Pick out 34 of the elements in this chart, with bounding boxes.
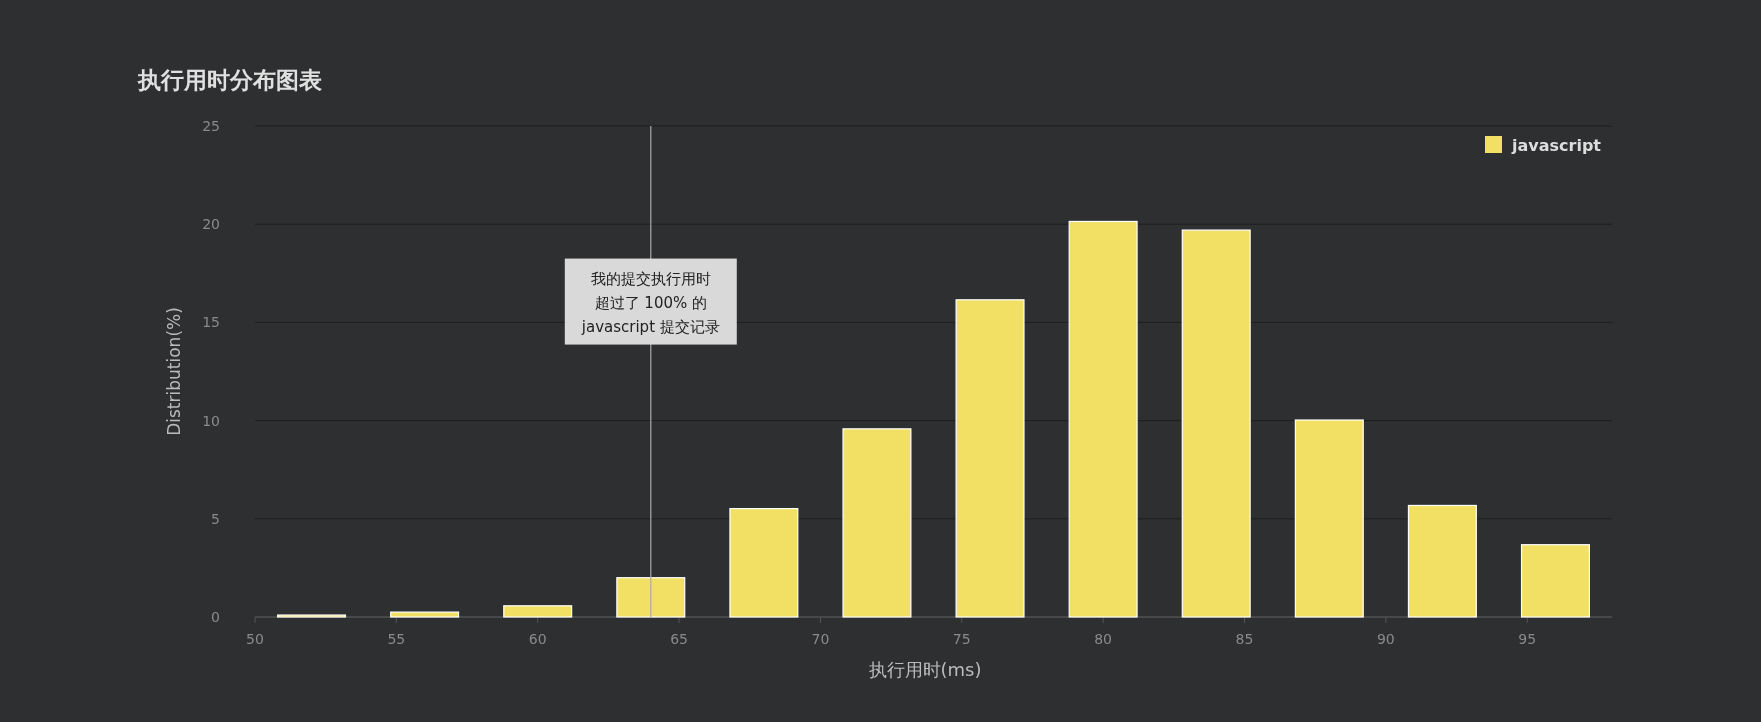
bar	[842, 428, 912, 618]
bar	[1520, 544, 1590, 618]
x-tick-label: 80	[1094, 631, 1113, 647]
x-tick-label: 95	[1518, 631, 1537, 647]
y-tick-label: 5	[211, 510, 220, 527]
y-tick-label: 10	[202, 412, 220, 429]
x-tick-label: 75	[952, 631, 971, 647]
bar	[1294, 419, 1364, 618]
x-tick-label: 65	[670, 631, 688, 647]
y-tick-label: 15	[202, 314, 220, 331]
annotation: 超过了 100% 的	[594, 293, 707, 312]
y-tick-label: 20	[202, 216, 220, 233]
bar	[1181, 229, 1251, 618]
chart-title: 执行用时分布图表	[137, 67, 322, 93]
legend-label: javascript	[1511, 136, 1602, 155]
bar	[1068, 220, 1138, 618]
bar	[729, 507, 799, 618]
x-tick-label: 85	[1235, 631, 1254, 647]
y-tick-label: 0	[211, 609, 220, 625]
x-tick-label: 70	[811, 631, 830, 647]
x-axis-title: 执行用时(ms)	[868, 659, 982, 680]
x-tick-label: 50	[246, 631, 264, 647]
bar	[955, 299, 1025, 618]
x-tick-label: 60	[528, 631, 547, 647]
bar	[503, 605, 573, 618]
annotation: javascript 提交记录	[580, 317, 720, 336]
y-tick-label: 25	[202, 118, 220, 134]
x-tick-label: 90	[1376, 631, 1395, 647]
y-axis-title: Distribution(%)	[164, 307, 184, 436]
bar	[1407, 504, 1477, 618]
annotation: 我的提交执行用时	[590, 269, 711, 288]
bar	[616, 577, 686, 618]
x-tick-label: 55	[387, 631, 406, 647]
bar	[390, 611, 460, 618]
